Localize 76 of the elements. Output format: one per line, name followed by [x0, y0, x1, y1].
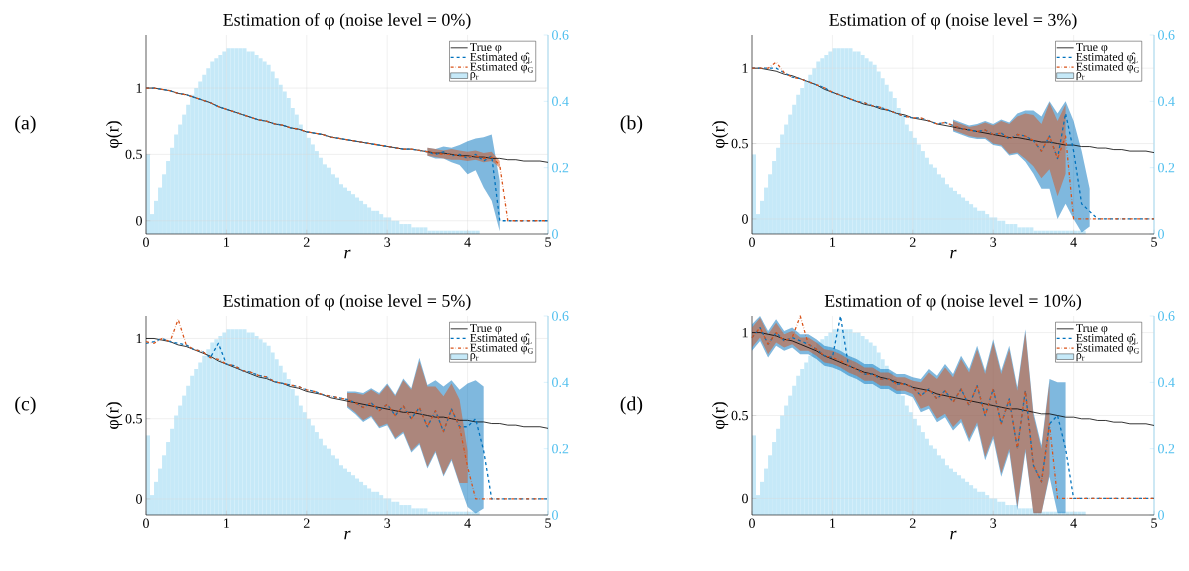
x-tick-label: 4	[1070, 518, 1077, 528]
y-tick-label: 1	[136, 333, 142, 344]
x-tick-label: 2	[303, 518, 310, 528]
y2-tick-label: 0.2	[552, 443, 569, 454]
legend-label: True φ	[1076, 43, 1108, 54]
y2-tick-label: 0.4	[552, 96, 569, 107]
chart-title: Estimation of φ (noise level = 0%)	[223, 13, 471, 30]
legend-label: ρ$_{r}$	[470, 353, 479, 362]
y2-tick-label: 0.2	[1158, 443, 1175, 454]
x-tick-label: 3	[990, 518, 997, 528]
x-axis-title: r	[950, 249, 957, 259]
x-tick-label: 4	[1070, 237, 1077, 247]
chart-title: Estimation of φ (noise level = 10%)	[824, 294, 1082, 311]
y-tick-label: 0.5	[731, 138, 748, 149]
y2-tick-label: 0.4	[1158, 377, 1175, 388]
x-tick-label: 2	[909, 237, 916, 247]
y-axis-title: φ(r)	[105, 121, 123, 148]
y2-tick-label: 0.2	[1158, 162, 1175, 173]
x-tick-label: 2	[303, 237, 310, 247]
x-tick-label: 2	[909, 518, 916, 528]
y2-tick-label: 0.6	[1158, 30, 1175, 40]
y-tick-label: 0	[136, 216, 142, 226]
x-tick-label: 3	[990, 237, 997, 247]
y-tick-label: 0	[742, 214, 748, 224]
chart-title: Estimation of φ (noise level = 3%)	[829, 13, 1077, 30]
y-tick-label: 1	[742, 327, 748, 338]
legend-label: True φ	[470, 43, 502, 54]
y-axis-title: φ(r)	[711, 121, 729, 148]
y-tick-label: 0.5	[731, 410, 748, 421]
x-tick-label: 1	[830, 237, 836, 247]
x-tick-label: 1	[224, 237, 230, 247]
y2-tick-label: 0.6	[552, 311, 569, 321]
x-tick-label: 5	[545, 237, 551, 247]
x-tick-label: 3	[384, 518, 391, 528]
x-tick-label: 0	[143, 518, 149, 528]
y-tick-label: 0.5	[125, 413, 142, 424]
y2-tick-label: 0.2	[552, 162, 569, 173]
x-tick-label: 0	[143, 237, 149, 247]
x-axis-title: r	[950, 530, 957, 540]
y2-tick-label: 0.4	[552, 377, 569, 388]
legend-label: True φ	[470, 324, 502, 335]
y-axis-title: φ(r)	[105, 402, 123, 429]
y2-tick-label: 0	[552, 229, 558, 239]
x-tick-label: 5	[1151, 518, 1157, 528]
legend-label: True φ	[1076, 324, 1108, 335]
legend-label: ρ$_{r}$	[1076, 72, 1085, 81]
y2-tick-label: 0	[1158, 510, 1164, 520]
y-tick-label: 1	[136, 83, 142, 93]
y2-tick-label: 0	[1158, 229, 1164, 239]
x-tick-label: 4	[464, 237, 471, 247]
y2-tick-label: 0.6	[552, 30, 569, 40]
legend-label: ρ$_{r}$	[470, 72, 479, 81]
chart-title: Estimation of φ (noise level = 5%)	[223, 294, 471, 311]
x-tick-label: 1	[224, 518, 230, 528]
y-tick-label: 0.5	[125, 149, 142, 160]
text: (a)	[15, 115, 36, 134]
y2-tick-label: 0	[552, 510, 558, 520]
y-axis-title: φ(r)	[711, 402, 729, 429]
x-tick-label: 5	[545, 518, 551, 528]
text: (d)	[620, 396, 643, 415]
x-axis-title: r	[344, 530, 351, 540]
y2-tick-label: 0.4	[1158, 96, 1175, 107]
x-tick-label: 0	[749, 237, 755, 247]
x-tick-label: 0	[749, 518, 755, 528]
x-tick-label: 3	[384, 237, 391, 247]
legend-label: ρ$_{r}$	[1076, 353, 1085, 362]
x-tick-label: 4	[464, 518, 471, 528]
y2-tick-label: 0.6	[1158, 311, 1175, 321]
y-tick-label: 0	[742, 493, 748, 504]
text: (b)	[620, 115, 643, 134]
text: (c)	[15, 396, 36, 415]
x-tick-label: 5	[1151, 237, 1157, 247]
x-tick-label: 1	[830, 518, 836, 528]
y-tick-label: 1	[742, 63, 748, 73]
x-axis-title: r	[344, 249, 351, 259]
y-tick-label: 0	[136, 494, 142, 504]
